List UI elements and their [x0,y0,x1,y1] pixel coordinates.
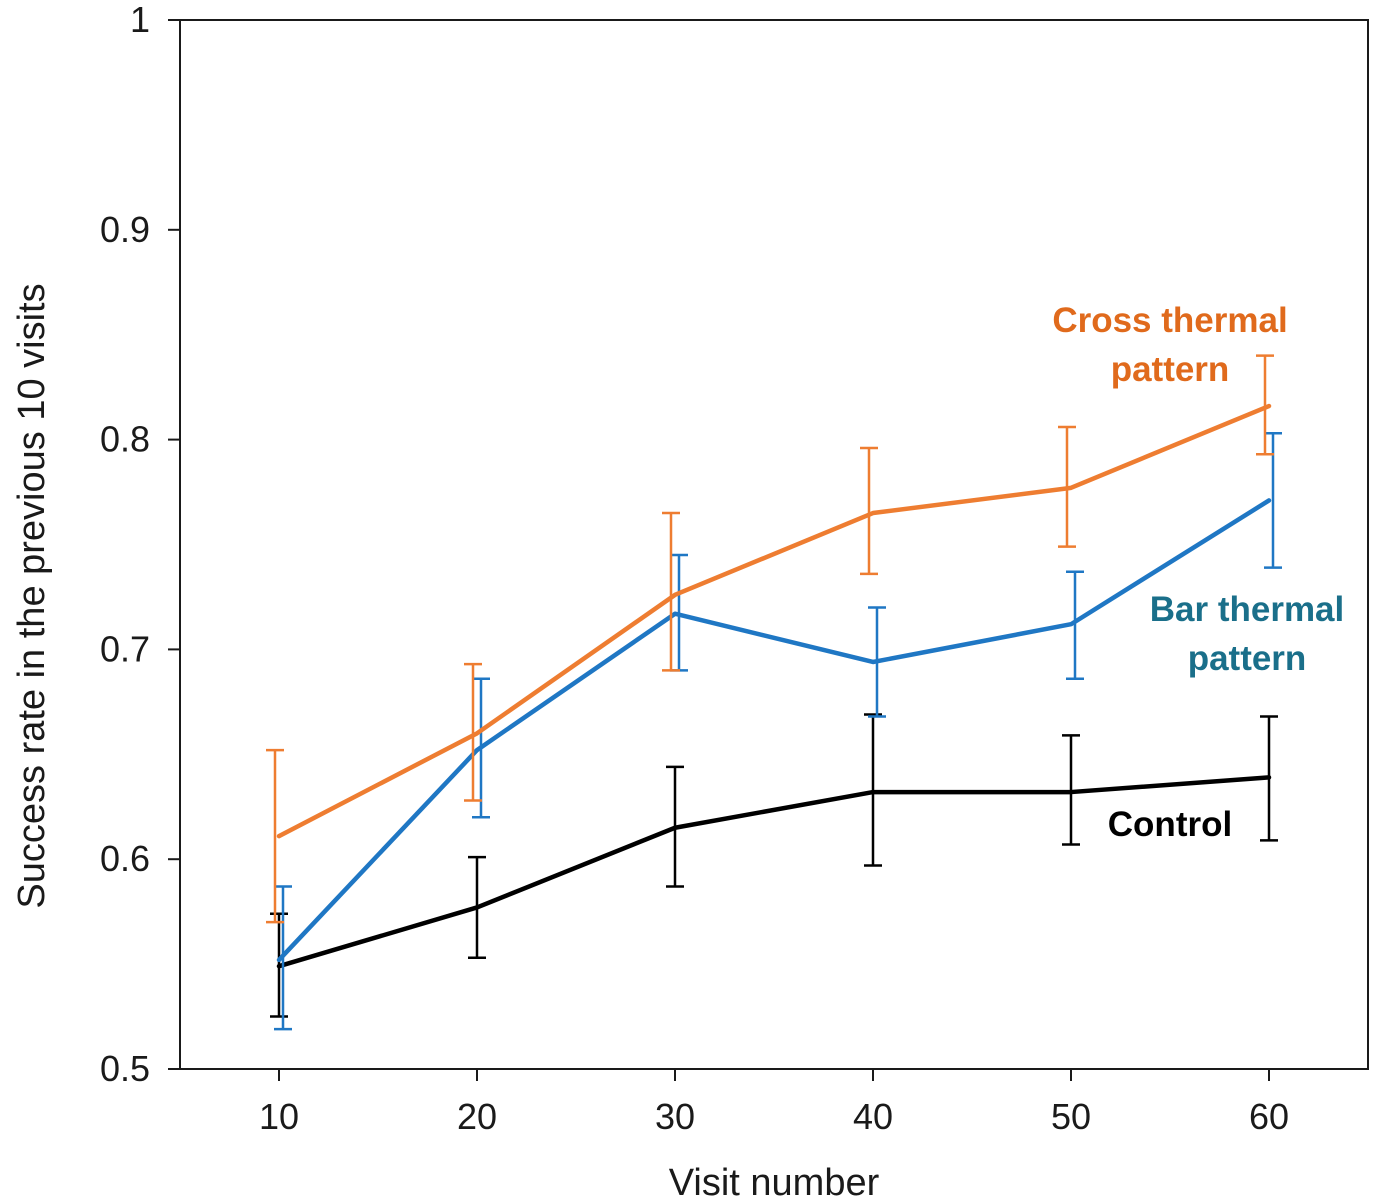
series-line [276,498,1272,963]
cross-pattern-label-line2: pattern [1111,350,1230,389]
cross-pattern-label-line1: Cross thermal [1052,301,1287,340]
y-tick-label: 0.6 [100,838,150,879]
series-cross-thermal-pattern [266,354,1274,924]
y-tick-label: 0.8 [100,419,150,460]
y-tick-label: 1 [130,0,150,40]
y-tick-label: 0.7 [100,628,150,669]
x-tick-label: 60 [1249,1096,1289,1137]
y-tick-label: 0.5 [100,1048,150,1089]
x-tick-label: 10 [259,1096,299,1137]
y-axis-title: Success rate in the previous 10 visits [11,283,53,908]
control-label: Control [1108,805,1232,844]
x-axis: 10 20 30 40 50 60 [259,1069,1289,1137]
y-tick-label: 0.9 [100,209,150,250]
bar-pattern-label-line1: Bar thermal [1150,590,1345,629]
x-tick-label: 50 [1051,1096,1091,1137]
series-line [276,403,1272,839]
series-line [276,775,1272,969]
plot-frame [179,19,1369,1070]
series-group [266,354,1282,1031]
x-axis-title: Visit number [669,1162,880,1204]
x-tick-label: 20 [457,1096,497,1137]
bar-pattern-label-line2: pattern [1188,639,1307,678]
series-control [270,713,1278,1018]
x-tick-label: 40 [853,1096,893,1137]
x-tick-label: 30 [655,1096,695,1137]
y-axis: 0.5 0.6 0.7 0.8 0.9 1 [100,0,180,1089]
series-bar-thermal-pattern [274,432,1282,1031]
